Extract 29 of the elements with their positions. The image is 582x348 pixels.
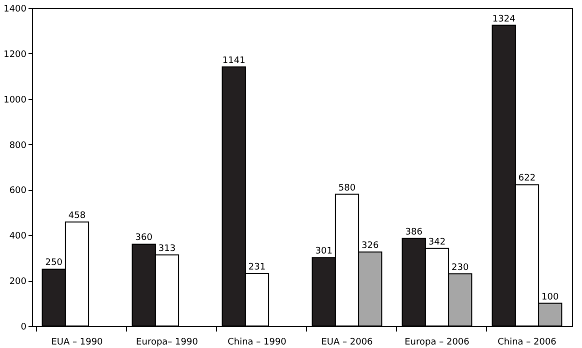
data-label: 231 bbox=[248, 262, 266, 273]
y-tick-label: 1000 bbox=[4, 95, 27, 106]
y-tick-label: 800 bbox=[9, 140, 27, 151]
data-label: 1324 bbox=[492, 14, 516, 24]
data-label: 301 bbox=[315, 246, 332, 257]
data-label: 342 bbox=[428, 237, 446, 248]
data-label: 250 bbox=[45, 258, 63, 268]
data-label: 386 bbox=[405, 227, 423, 238]
y-tick-label: 1400 bbox=[4, 4, 27, 14]
x-tick-label: China – 2006 bbox=[498, 338, 557, 348]
y-tick-label: 200 bbox=[9, 277, 27, 288]
data-label: 458 bbox=[68, 210, 86, 221]
data-label: 100 bbox=[542, 292, 559, 302]
data-label: 326 bbox=[362, 240, 379, 251]
y-tick-label: 1200 bbox=[4, 50, 27, 60]
x-tick-label: EUA – 1990 bbox=[51, 338, 104, 348]
y-tick-label: 0 bbox=[20, 322, 27, 332]
y-tick-label: 400 bbox=[9, 232, 27, 242]
data-label: 313 bbox=[158, 244, 176, 254]
x-tick-label: EUA – 2006 bbox=[321, 338, 374, 348]
data-label: 360 bbox=[135, 233, 153, 244]
data-label: 230 bbox=[452, 262, 469, 273]
data-label: 1141 bbox=[222, 56, 246, 66]
x-tick-label: Europa– 1990 bbox=[136, 338, 198, 348]
data-label: 622 bbox=[518, 174, 536, 184]
data-label: 580 bbox=[338, 183, 356, 194]
y-tick-label: 600 bbox=[9, 186, 27, 196]
x-tick-label: Europa – 2006 bbox=[404, 338, 470, 348]
x-tick-label: China – 1990 bbox=[228, 338, 287, 348]
